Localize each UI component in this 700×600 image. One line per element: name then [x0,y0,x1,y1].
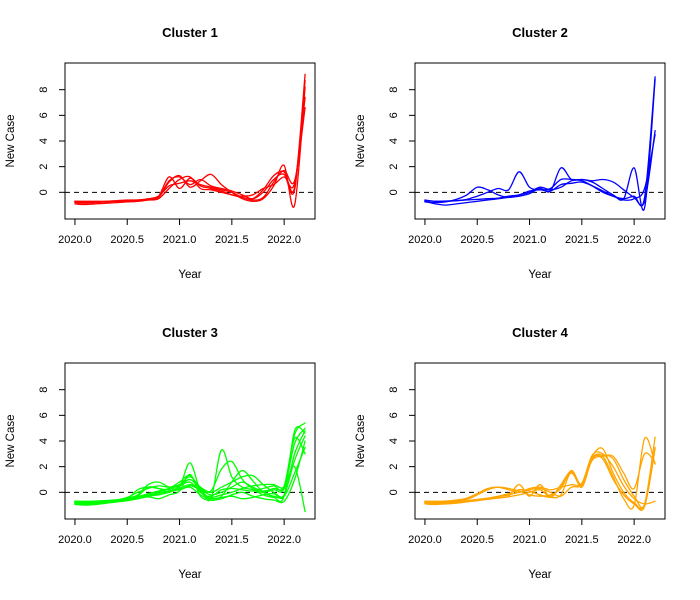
chart-cluster-1: Cluster 1 2020.0 2020.5 2021.0 2021.5 2022.0 0… [5,25,316,281]
x-tick-label: 2021.0 [513,534,547,546]
y-tick-label: 6 [388,412,400,418]
plot-box [64,62,316,220]
y-axis-label: New Case [5,414,17,467]
data-series-series-2 [74,426,306,504]
x-tick-label: 2021.5 [215,534,249,546]
chart-cluster-4: Cluster 4 2020.0 2020.5 2021.0 2021.5 2022.0 0… [355,325,666,581]
data-series-series-3 [74,96,306,206]
panel-cluster-4: Cluster 4 2020.0 2020.5 2021.0 2021.5 2022.0 0… [350,300,700,600]
x-tick-label: 2021.0 [163,234,197,246]
x-axis-label: Year [178,569,201,581]
y-tick-label: 6 [388,112,400,118]
y-tick-label: 6 [38,412,50,418]
plot-box [64,362,316,520]
chart-title: Cluster 2 [512,25,568,40]
y-tick-label: 4 [38,138,50,144]
x-tick-label: 2020.5 [110,234,144,246]
data-series-series-2 [74,86,306,208]
chart-title: Cluster 3 [162,325,218,340]
y-axis-label: New Case [355,114,367,167]
data-series-series-9 [74,440,306,506]
data-series-series-2 [424,448,656,509]
y-tick-label: 0 [388,489,400,495]
x-tick-label: 2021.0 [163,534,197,546]
chart-cluster-2: Cluster 2 2020.0 2020.5 2021.0 2021.5 2022.0 0… [355,25,666,281]
data-series-series-4 [424,133,656,202]
x-tick-label: 2021.5 [565,234,599,246]
y-tick-label: 8 [38,87,50,93]
x-axis-label: Year [178,269,201,281]
x-axis-label: Year [528,569,551,581]
x-axis-label: Year [528,269,551,281]
data-series-series-3 [74,427,306,504]
y-tick-label: 6 [38,112,50,118]
x-tick-label: 2020.5 [460,234,494,246]
y-tick-label: 8 [388,387,400,393]
y-tick-label: 4 [388,138,400,144]
y-axis-label: New Case [355,414,367,467]
y-tick-label: 4 [38,438,50,444]
chart-cluster-3: Cluster 3 2020.0 2020.5 2021.0 2021.5 2022.0 0… [5,325,316,581]
data-series-series-2 [424,78,656,211]
x-tick-label: 2021.5 [565,534,599,546]
data-series-series-7 [74,430,306,505]
x-tick-label: 2020.0 [408,234,442,246]
x-tick-label: 2020.5 [110,534,144,546]
x-tick-label: 2022.0 [267,234,301,246]
y-tick-label: 8 [38,387,50,393]
data-series-series-1 [424,436,656,510]
x-tick-label: 2021.0 [513,234,547,246]
chart-title: Cluster 1 [162,25,218,40]
x-tick-label: 2021.5 [215,234,249,246]
y-tick-label: 2 [388,464,400,470]
y-tick-label: 0 [388,189,400,195]
x-tick-label: 2020.5 [460,534,494,546]
y-tick-label: 8 [388,87,400,93]
y-tick-label: 4 [388,438,400,444]
x-tick-label: 2022.0 [617,234,651,246]
x-tick-label: 2020.0 [58,234,92,246]
x-tick-label: 2022.0 [267,534,301,546]
data-series-series-5 [74,80,306,204]
data-series-series-3 [424,130,656,207]
panel-cluster-1: Cluster 1 2020.0 2020.5 2021.0 2021.5 2022.0 0… [0,0,350,300]
data-series-series-5 [424,446,656,511]
plot-box [414,62,666,220]
panel-cluster-3: Cluster 3 2020.0 2020.5 2021.0 2021.5 2022.0 0… [0,300,350,600]
x-tick-label: 2020.0 [408,534,442,546]
y-axis-label: New Case [5,114,17,167]
data-series-series-4 [424,451,656,505]
y-tick-label: 2 [388,164,400,170]
chart-title: Cluster 4 [512,325,568,340]
x-tick-label: 2022.0 [617,534,651,546]
x-tick-label: 2020.0 [58,534,92,546]
y-tick-label: 0 [38,489,50,495]
plot-box [414,362,666,520]
data-series-series-8 [74,436,306,502]
y-tick-label: 2 [38,164,50,170]
panel-cluster-2: Cluster 2 2020.0 2020.5 2021.0 2021.5 2022.0 0… [350,0,700,300]
y-tick-label: 2 [38,464,50,470]
y-tick-label: 0 [38,189,50,195]
data-series-series-6 [424,452,656,505]
